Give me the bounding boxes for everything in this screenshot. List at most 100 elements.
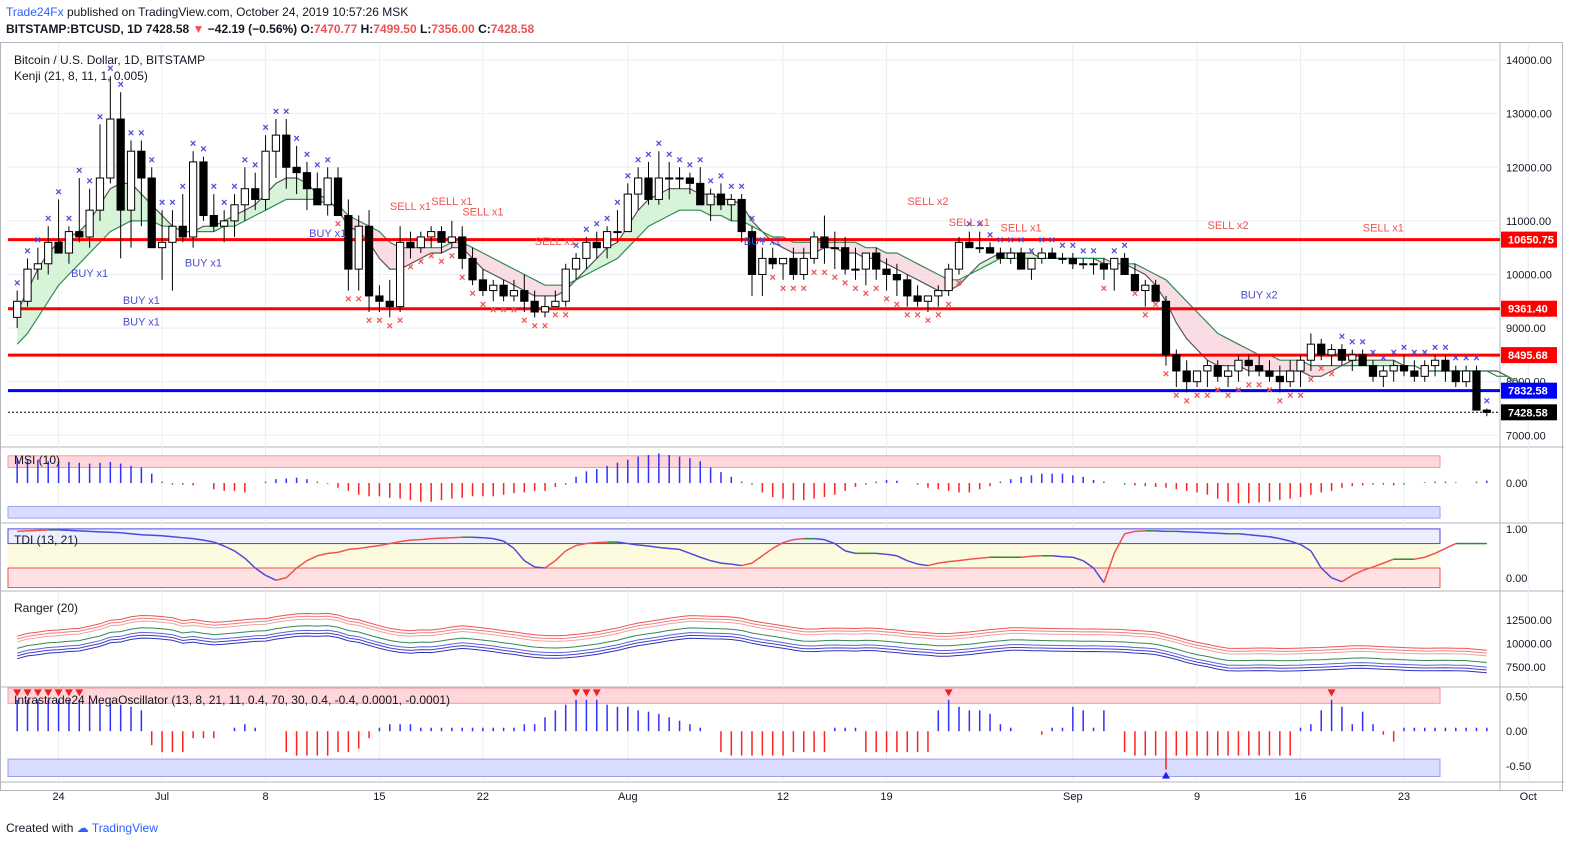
- kenji-sell-marker: ×: [769, 272, 775, 284]
- candle-body: [778, 257, 788, 265]
- x-tick-label: Jul: [155, 791, 169, 803]
- tdi-line-segment: [1434, 547, 1446, 555]
- kenji-buy-marker: ×: [262, 122, 268, 134]
- msi-lower-band: [7, 505, 1441, 519]
- megaosc-sell-arrow: [944, 689, 953, 697]
- megaosc-buy-arrow: [1161, 771, 1170, 779]
- kenji-sell-marker: ×: [1163, 369, 1169, 381]
- candle-body: [64, 231, 74, 254]
- kenji-buy-marker: ×: [604, 213, 610, 225]
- candle-body: [333, 177, 343, 217]
- kenji-cloud-segment: [1310, 365, 1322, 377]
- megaosc-title: Intrastrade24 MegaOscillator (13, 8, 21,…: [14, 693, 450, 707]
- signal-label: BUY x1: [185, 257, 222, 269]
- candle-body: [395, 241, 405, 308]
- kenji-buy-marker: ×: [1453, 353, 1459, 365]
- candle-body: [1348, 354, 1357, 361]
- kenji-cloud-segment: [1134, 263, 1146, 275]
- kenji-buy-marker: ×: [128, 127, 134, 139]
- kenji-sell-marker: ×: [521, 315, 527, 327]
- kenji-cloud-segment: [979, 258, 991, 270]
- tradingview-brand[interactable]: TradingView: [91, 821, 158, 835]
- kenji-buy-marker: ×: [1059, 240, 1065, 252]
- kenji-buy-marker: ×: [749, 213, 755, 225]
- kenji-cloud-segment: [17, 290, 28, 345]
- kenji-buy-marker: ×: [231, 181, 237, 193]
- candle-body: [230, 204, 239, 222]
- y-tick-label: 7000.00: [1506, 430, 1546, 442]
- candle-body: [1141, 284, 1150, 292]
- signal-label: SELL x2: [1207, 220, 1248, 232]
- candle-body: [540, 306, 550, 313]
- created-with-text: Created with: [6, 821, 74, 835]
- kenji-sell-marker: ×: [418, 256, 424, 268]
- kenji-buy-marker: ×: [14, 278, 20, 290]
- tdi-line-segment: [1383, 558, 1394, 564]
- candle-body: [706, 193, 715, 206]
- tdi-line-segment: [389, 540, 401, 545]
- tdi-line-segment: [120, 532, 132, 535]
- candle-body: [996, 252, 1005, 259]
- candle-body: [841, 247, 850, 270]
- candle-body: [768, 257, 777, 265]
- megaosc-sell-arrow: [1327, 689, 1336, 697]
- candle-body: [354, 225, 363, 270]
- tdi-line-segment: [679, 548, 691, 555]
- tdi-line-segment: [193, 537, 204, 541]
- candle-body: [758, 257, 767, 275]
- kenji-sell-marker: ×: [449, 251, 455, 263]
- candle-body: [147, 177, 156, 249]
- kenji-sell-marker: ×: [1277, 395, 1283, 407]
- kenji-buy-marker: ×: [614, 197, 620, 209]
- kenji-sell-marker: ×: [1132, 288, 1138, 300]
- kenji-cloud-segment: [234, 210, 245, 227]
- kenji-sell-marker: ×: [790, 283, 796, 295]
- last-price: 7428.58: [145, 22, 190, 36]
- tdi-line-segment: [1269, 535, 1280, 540]
- candle-body: [1099, 263, 1109, 270]
- kenji-buy-marker: ×: [1090, 245, 1096, 257]
- signal-label: BUY x1: [744, 236, 781, 248]
- candle-body: [188, 161, 198, 238]
- candle-body: [975, 247, 984, 250]
- tdi-line-segment: [1320, 567, 1333, 579]
- kenji-cloud-segment: [1165, 279, 1177, 323]
- close-value: 7428.58: [490, 22, 535, 36]
- tdi-line-segment: [265, 574, 277, 581]
- tdi-line-segment: [1341, 574, 1353, 583]
- candle-body: [199, 161, 208, 217]
- publish-header: Trade24Fx published on TradingView.com, …: [6, 4, 408, 20]
- tdi-line-segment: [638, 544, 649, 547]
- kenji-buy-marker: ×: [1390, 347, 1396, 359]
- signal-label: BUY x1: [309, 228, 346, 240]
- kenji-buy-marker: ×: [1401, 342, 1407, 354]
- candle-body: [1234, 359, 1243, 372]
- candle-body: [1317, 343, 1326, 356]
- kenji-cloud-segment: [482, 253, 494, 275]
- kenji-sell-marker: ×: [1183, 395, 1189, 407]
- kenji-sell-marker: ×: [1318, 363, 1324, 375]
- kenji-cloud-segment: [265, 183, 276, 211]
- kenji-sell-marker: ×: [894, 299, 900, 311]
- tdi-line-segment: [669, 547, 680, 551]
- kenji-sell-marker: ×: [1142, 310, 1148, 322]
- tdi-line-segment: [1124, 530, 1136, 535]
- kenji-sell-marker: ×: [1246, 379, 1252, 391]
- tdi-line-segment: [969, 557, 980, 560]
- kenji-sell-marker: ×: [1215, 385, 1221, 397]
- tdi-line-segment: [554, 550, 567, 562]
- y-tick-label: 14000.00: [1506, 55, 1552, 67]
- kenji-buy-marker: ×: [1028, 245, 1034, 257]
- tdi-line-segment: [254, 567, 267, 576]
- megaosc-sell-arrow: [592, 689, 601, 697]
- kenji-sell-marker: ×: [883, 294, 889, 306]
- x-tick-label: 24: [52, 791, 64, 803]
- tdi-line-segment: [720, 562, 732, 565]
- publisher-name[interactable]: Trade24Fx: [6, 5, 64, 19]
- kenji-sell-marker: ×: [376, 315, 382, 327]
- kenji-sell-marker: ×: [780, 283, 786, 295]
- tradingview-logo-icon[interactable]: ☁: [76, 821, 89, 835]
- tdi-line-segment: [1021, 555, 1032, 558]
- tdi-line-segment: [565, 544, 577, 552]
